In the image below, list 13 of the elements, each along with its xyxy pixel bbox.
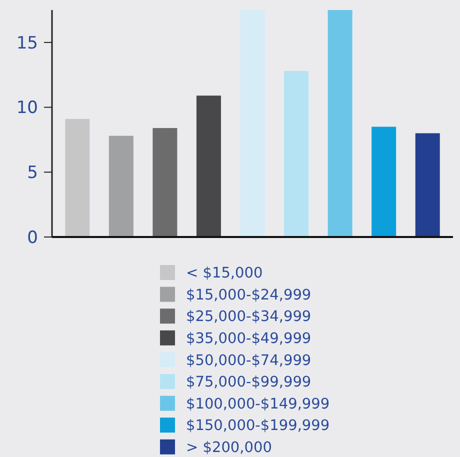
legend-label: $50,000-$74,999 — [186, 352, 312, 369]
legend-label: $75,000-$99,999 — [186, 374, 312, 391]
y-tick-label: 5 — [27, 163, 38, 184]
legend-label: $35,000-$49,999 — [186, 330, 312, 347]
legend-label: < $15,000 — [186, 266, 263, 282]
legend-label: $15,000-$24,999 — [186, 287, 312, 304]
y-tick-label: 0 — [27, 228, 38, 248]
legend-label: $100,000-$149,999 — [186, 396, 330, 412]
legend-label: $25,000-$34,999 — [186, 309, 312, 326]
y-tick-label: 15 — [16, 33, 38, 54]
legend-label: > $200,000 — [186, 440, 272, 456]
legend-label: $150,000-$199,999 — [186, 418, 330, 434]
y-tick-label: 10 — [16, 98, 38, 118]
